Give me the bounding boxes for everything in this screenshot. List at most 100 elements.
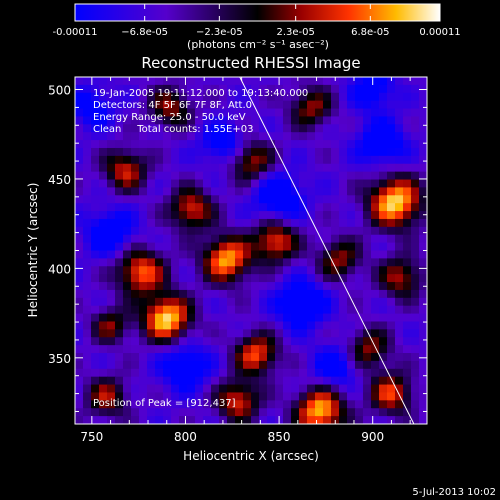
heatmap-cell [99, 235, 108, 243]
heatmap-cell [307, 235, 316, 243]
x-tick-label: 800 [174, 430, 197, 444]
heatmap-cell [299, 282, 308, 290]
heatmap-cell [291, 227, 300, 235]
heatmap-cell [251, 219, 260, 227]
heatmap-cell [315, 85, 324, 93]
heatmap-cell [75, 314, 84, 322]
heatmap-cell [403, 385, 412, 393]
heatmap-cell [339, 251, 348, 259]
colorbar-tick-label: −2.3e-05 [196, 27, 243, 38]
heatmap-cell [91, 187, 100, 195]
heatmap-cell [227, 227, 236, 235]
heatmap-cell [227, 321, 236, 329]
heatmap-cell [307, 132, 316, 140]
heatmap-cell [131, 416, 140, 424]
heatmap-cell [291, 203, 300, 211]
heatmap-cell [387, 266, 396, 274]
heatmap-cell [187, 377, 196, 385]
heatmap-cell [195, 369, 204, 377]
heatmap-cell [411, 353, 420, 361]
heatmap-cell [275, 187, 284, 195]
heatmap-cell [83, 337, 92, 345]
heatmap-cell [379, 290, 388, 298]
heatmap-cell [91, 369, 100, 377]
heatmap-cell [235, 321, 244, 329]
heatmap-cell [315, 400, 324, 408]
heatmap-cell [299, 132, 308, 140]
heatmap-cell [275, 329, 284, 337]
heatmap-cell [147, 235, 156, 243]
heatmap-cell [315, 116, 324, 124]
heatmap-cell [107, 77, 116, 85]
heatmap-cell [315, 203, 324, 211]
heatmap-cell [75, 353, 84, 361]
heatmap-cell [187, 172, 196, 180]
heatmap-cell [139, 298, 148, 306]
heatmap-cell [227, 416, 236, 424]
heatmap-cell [123, 156, 132, 164]
heatmap-cell [283, 251, 292, 259]
heatmap-cell [91, 227, 100, 235]
heatmap-cell [307, 180, 316, 188]
heatmap-cell [395, 353, 404, 361]
heatmap-cell [347, 101, 356, 109]
heatmap-cell [307, 116, 316, 124]
heatmap-cell [243, 156, 252, 164]
heatmap-cell [75, 148, 84, 156]
heatmap-cell [163, 408, 172, 416]
heatmap-cell [315, 353, 324, 361]
heatmap-cell [419, 251, 428, 259]
heatmap-cell [155, 408, 164, 416]
heatmap-cell [195, 321, 204, 329]
heatmap-cell [131, 329, 140, 337]
heatmap-cell [363, 101, 372, 109]
heatmap-cell [371, 385, 380, 393]
heatmap-cell [379, 251, 388, 259]
heatmap-cell [267, 306, 276, 314]
heatmap-cell [347, 377, 356, 385]
heatmap-cell [147, 282, 156, 290]
heatmap-cell [387, 85, 396, 93]
heatmap-cell [83, 195, 92, 203]
heatmap-cell [131, 282, 140, 290]
heatmap-cell [315, 148, 324, 156]
heatmap-cell [363, 156, 372, 164]
heatmap-cell [123, 203, 132, 211]
heatmap-cell [395, 361, 404, 369]
heatmap-cell [139, 187, 148, 195]
heatmap-cell [395, 180, 404, 188]
heatmap-cell [387, 109, 396, 117]
heatmap-cell [235, 282, 244, 290]
heatmap-cell [187, 314, 196, 322]
heatmap-cell [75, 251, 84, 259]
heatmap-cell [195, 329, 204, 337]
heatmap-cell [371, 377, 380, 385]
heatmap-cell [155, 258, 164, 266]
heatmap-cell [243, 274, 252, 282]
heatmap-cell [331, 251, 340, 259]
heatmap-cell [179, 274, 188, 282]
heatmap-cell [75, 235, 84, 243]
heatmap-cell [411, 85, 420, 93]
heatmap-cell [299, 109, 308, 117]
heatmap-cell [347, 180, 356, 188]
heatmap-cell [371, 392, 380, 400]
heatmap-cell [195, 274, 204, 282]
heatmap-cell [147, 203, 156, 211]
heatmap-cell [419, 77, 428, 85]
heatmap-cell [411, 369, 420, 377]
heatmap-cell [211, 290, 220, 298]
heatmap-cell [371, 251, 380, 259]
heatmap-cell [107, 361, 116, 369]
heatmap-cell [227, 353, 236, 361]
heatmap-cell [147, 361, 156, 369]
heatmap-cell [291, 369, 300, 377]
heatmap-cell [371, 85, 380, 93]
heatmap-cell [195, 172, 204, 180]
heatmap-cell [83, 290, 92, 298]
heatmap-cell [387, 227, 396, 235]
heatmap-cell [227, 195, 236, 203]
heatmap-cell [83, 274, 92, 282]
heatmap-cell [275, 101, 284, 109]
heatmap-cell [347, 172, 356, 180]
